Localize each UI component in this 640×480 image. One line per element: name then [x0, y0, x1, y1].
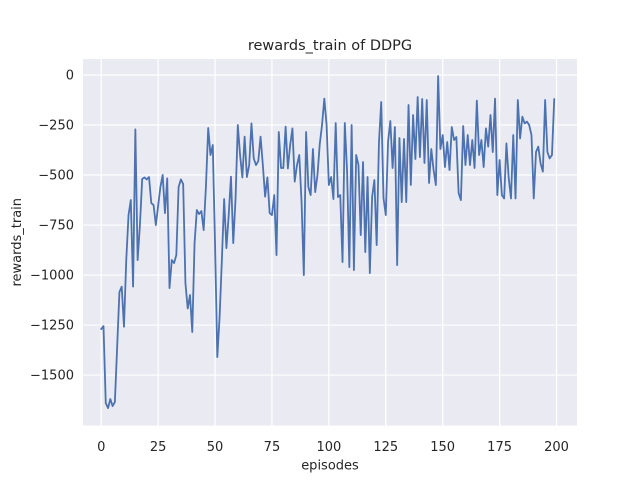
- x-tick-label: 25: [150, 440, 167, 455]
- gridlines: [83, 59, 577, 426]
- y-tick-label: 0: [66, 69, 74, 84]
- x-tick-label: 200: [544, 440, 569, 455]
- y-axis-tick-labels: 0 −250 −500 −750 −1000 −1250 −1500: [30, 69, 74, 384]
- y-axis-label: rewards_train: [10, 198, 25, 287]
- plot-area: [83, 59, 577, 426]
- x-axis-tick-labels: 0 25 50 75 100 125 150 175 200: [97, 440, 569, 455]
- y-tick-label: −1000: [30, 269, 74, 284]
- y-tick-label: −1500: [30, 369, 74, 384]
- x-tick-label: 125: [373, 440, 398, 455]
- x-tick-label: 0: [97, 440, 105, 455]
- chart-title: rewards_train of DDPG: [248, 38, 412, 54]
- x-tick-label: 75: [264, 440, 281, 455]
- x-tick-label: 100: [316, 440, 341, 455]
- y-tick-label: −1250: [30, 319, 74, 334]
- y-tick-label: −750: [38, 219, 74, 234]
- y-tick-label: −250: [38, 119, 74, 134]
- data-line-rewards: [100, 75, 556, 409]
- x-tick-label: 150: [430, 440, 455, 455]
- x-tick-label: 175: [487, 440, 512, 455]
- x-axis-label: episodes: [301, 459, 359, 474]
- y-tick-label: −500: [38, 169, 74, 184]
- x-tick-label: 50: [207, 440, 224, 455]
